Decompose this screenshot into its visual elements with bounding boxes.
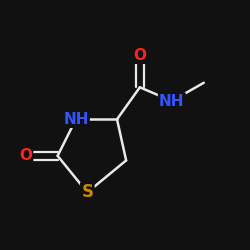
Text: NH: NH <box>63 112 89 127</box>
Text: S: S <box>81 184 93 202</box>
Text: NH: NH <box>159 94 184 108</box>
Text: O: O <box>133 48 146 63</box>
Text: O: O <box>19 148 32 163</box>
